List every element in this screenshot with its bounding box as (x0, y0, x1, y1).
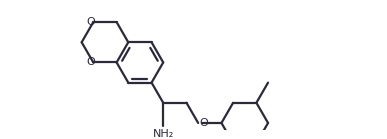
Text: NH₂: NH₂ (152, 129, 174, 139)
Text: O: O (86, 17, 95, 27)
Text: O: O (86, 57, 95, 67)
Text: O: O (199, 118, 208, 128)
